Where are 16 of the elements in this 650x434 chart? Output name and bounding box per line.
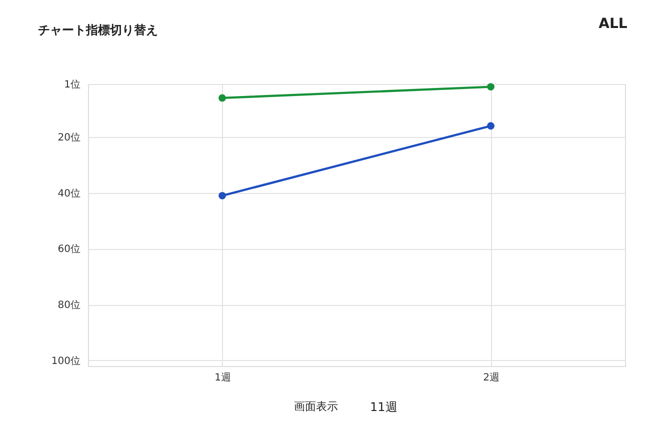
text: チャート指標切り替え: [38, 23, 158, 37]
point: [218, 94, 226, 102]
x-tick-label: 1週: [214, 372, 231, 384]
text: ALL: [598, 16, 628, 32]
y-tick-label: 1位: [64, 78, 80, 90]
y-tick-label: 40位: [58, 187, 80, 200]
text: 画面表示: [294, 400, 338, 413]
point: [487, 83, 494, 90]
y-tick-label: 80位: [58, 299, 80, 312]
text: 11週: [370, 400, 398, 414]
point: [218, 192, 226, 200]
y-tick-label: 100位: [51, 354, 80, 367]
point: [487, 122, 494, 130]
y-tick-label: 20位: [58, 132, 80, 144]
x-tick-label: 2週: [483, 372, 500, 384]
y-tick-label: 60位: [58, 243, 80, 256]
